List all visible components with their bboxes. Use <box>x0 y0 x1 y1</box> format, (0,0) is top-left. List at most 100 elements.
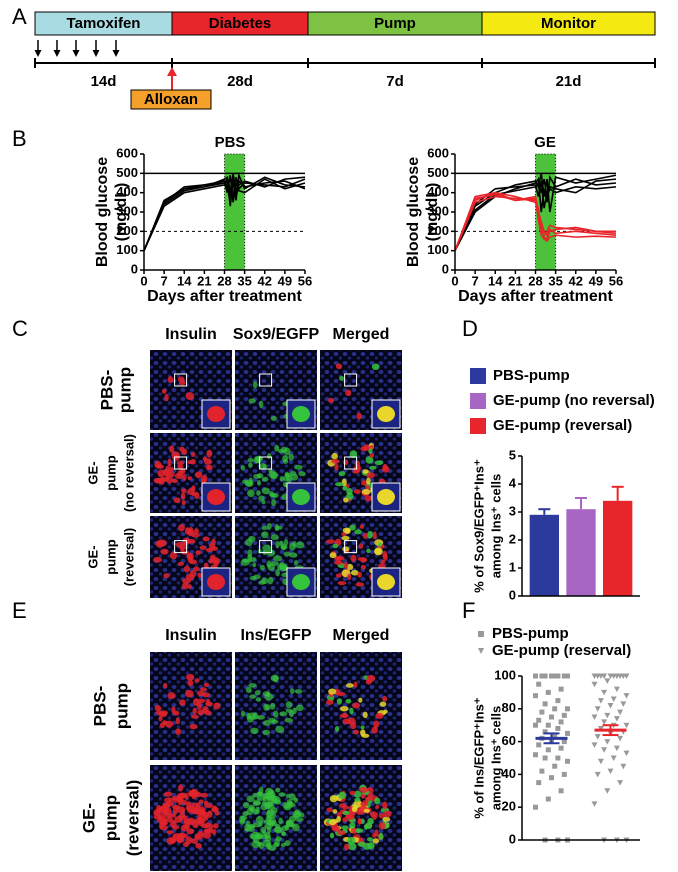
duration-label: 7d <box>386 73 404 90</box>
cell <box>190 714 199 719</box>
data-point <box>558 745 564 751</box>
cell <box>281 825 290 831</box>
cell <box>348 805 354 813</box>
cell <box>349 707 354 715</box>
cell <box>207 464 213 471</box>
bar <box>603 500 633 596</box>
cell <box>367 793 373 798</box>
y-tick-label: 300 <box>116 203 138 218</box>
cell <box>240 465 246 471</box>
cell <box>183 565 191 573</box>
cell <box>192 807 201 812</box>
cell <box>262 544 272 552</box>
cell <box>288 453 295 461</box>
data-point <box>561 712 567 718</box>
cell <box>263 819 272 824</box>
legend-label: PBS-pump <box>493 367 570 384</box>
data-point <box>604 678 611 684</box>
y-tick-label: 0 <box>442 261 449 276</box>
cell <box>242 802 250 809</box>
data-point <box>558 719 564 725</box>
data-point <box>594 771 601 778</box>
y-tick-label: 0 <box>509 831 516 846</box>
cell <box>258 463 267 470</box>
y-tick-label: 400 <box>427 184 449 199</box>
cell <box>175 728 181 735</box>
data-point <box>591 714 598 720</box>
cell <box>195 843 202 849</box>
cell <box>269 490 274 497</box>
data-point <box>607 768 614 775</box>
legend-label: GE-pump (no reversal) <box>493 392 655 409</box>
x-tick-label: 56 <box>298 273 312 288</box>
cell <box>172 479 179 484</box>
data-point <box>601 719 608 725</box>
cell <box>247 489 255 498</box>
cell <box>184 689 194 698</box>
glucose-line <box>454 195 616 251</box>
cell <box>187 679 194 687</box>
cell <box>331 459 340 464</box>
cell <box>347 836 356 845</box>
cell <box>185 392 195 401</box>
cell <box>185 836 193 845</box>
cell <box>281 831 286 836</box>
panel-label: E <box>12 598 27 623</box>
data-point <box>561 739 567 745</box>
x-tick-label: 0 <box>451 273 458 288</box>
cell <box>266 842 272 850</box>
cell <box>290 473 299 481</box>
cell <box>255 816 264 824</box>
cell <box>279 711 288 717</box>
cell <box>188 527 194 533</box>
cell <box>241 558 250 563</box>
row-label: GE- <box>79 803 98 833</box>
cell <box>153 556 163 563</box>
data-point <box>539 709 545 715</box>
cell <box>270 797 278 804</box>
zoom-box <box>174 540 188 554</box>
cell <box>358 543 364 549</box>
zoom-cell <box>292 489 310 505</box>
cell <box>190 458 196 465</box>
cell <box>357 841 366 847</box>
data-point <box>552 763 558 769</box>
row-label: GE- <box>85 545 100 568</box>
cell <box>176 460 185 466</box>
cell <box>160 548 169 555</box>
row-label: PBS- <box>97 370 116 411</box>
data-point <box>604 788 611 794</box>
legend-label: GE-pump (reversal) <box>493 417 632 434</box>
cell <box>182 823 191 829</box>
cell <box>188 790 194 797</box>
cell <box>372 814 377 821</box>
cell <box>195 550 201 556</box>
x-tick-label: 42 <box>258 273 272 288</box>
cell <box>369 444 375 450</box>
bar <box>566 509 596 596</box>
cell <box>326 807 333 813</box>
cell <box>252 381 258 389</box>
data-point <box>555 673 561 679</box>
cell <box>191 452 196 457</box>
cell <box>367 530 373 539</box>
row-label: PBS- <box>90 686 109 727</box>
cell <box>272 675 279 683</box>
cell <box>182 473 187 481</box>
cell <box>347 573 352 581</box>
cell <box>175 717 180 725</box>
cell <box>172 833 177 842</box>
alloxan-label: Alloxan <box>144 91 198 108</box>
cell <box>167 692 176 700</box>
cell <box>339 713 349 719</box>
cell <box>178 699 186 706</box>
cell <box>248 683 257 688</box>
data-point <box>542 729 548 735</box>
x-tick-label: 28 <box>528 273 542 288</box>
cell <box>362 532 368 539</box>
zoom-box <box>344 456 358 470</box>
cell <box>154 460 162 469</box>
cell <box>292 540 297 547</box>
data-point <box>597 698 604 704</box>
cell <box>157 813 166 821</box>
